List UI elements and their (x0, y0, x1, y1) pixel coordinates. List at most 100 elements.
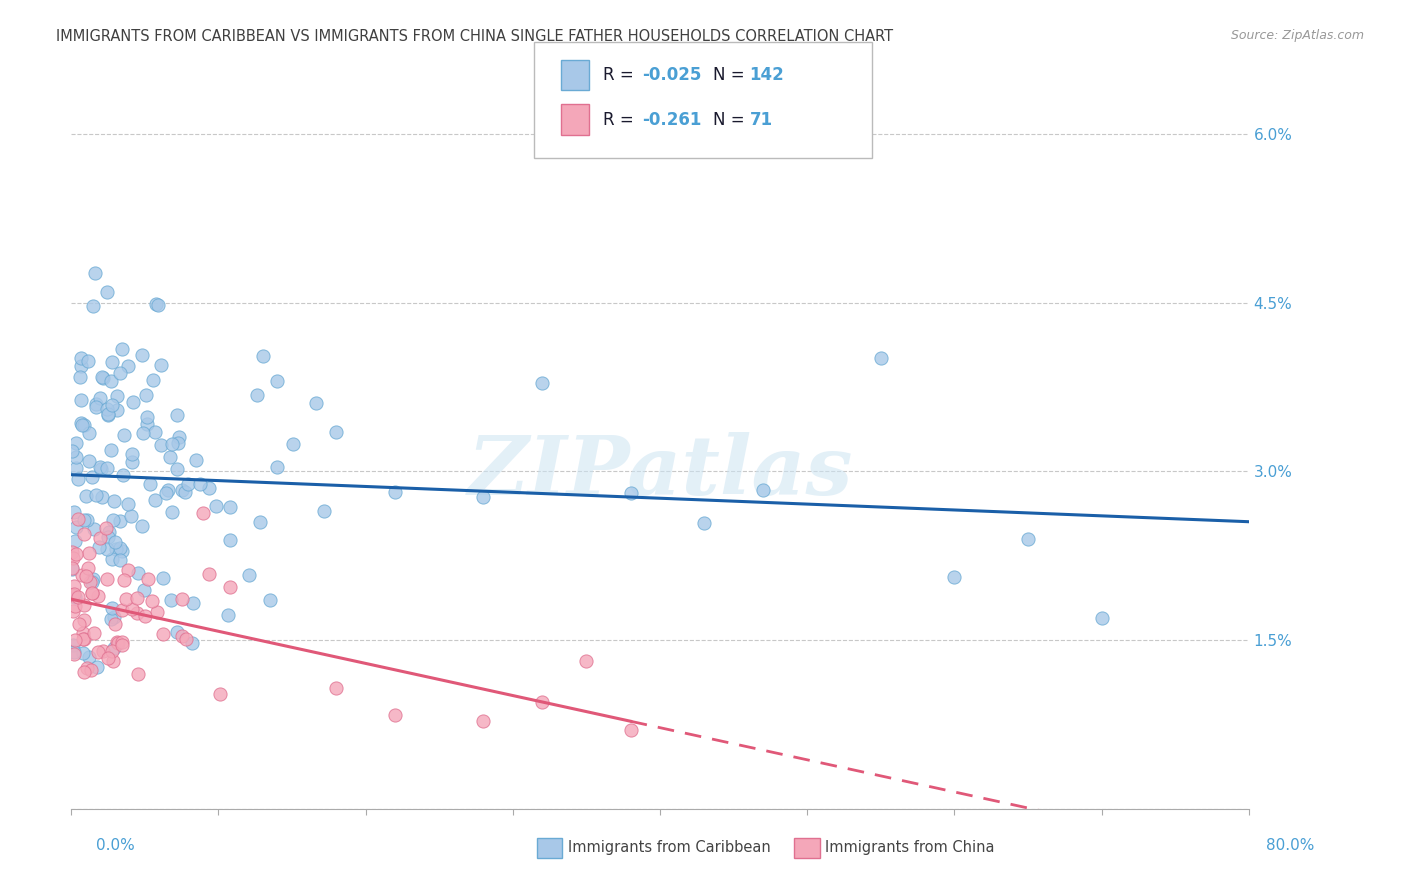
Point (305, 396, 328, 410)
Point (70, 359, 93, 374)
Text: N =: N = (713, 66, 749, 84)
Point (104, 617, 127, 632)
Point (115, 592, 138, 607)
Point (159, 450, 181, 465)
Point (73, 417, 96, 432)
Point (160, 505, 183, 519)
Point (65, 547, 87, 561)
Point (160, 437, 183, 451)
Point (134, 582, 156, 597)
Point (127, 667, 149, 681)
Point (111, 342, 134, 356)
Point (77, 545, 100, 559)
Point (72, 646, 94, 660)
Point (166, 625, 188, 640)
Point (105, 402, 128, 417)
Point (325, 425, 347, 439)
Point (101, 654, 124, 668)
Text: R =: R = (603, 66, 640, 84)
Point (191, 506, 214, 520)
Point (87, 541, 110, 555)
Point (120, 509, 142, 524)
Point (77, 454, 100, 468)
Point (143, 492, 166, 507)
Point (177, 476, 200, 491)
Point (111, 634, 134, 648)
Point (174, 485, 197, 500)
Point (869, 351, 891, 365)
Point (70, 417, 93, 432)
Point (117, 497, 139, 511)
Point (139, 476, 162, 491)
Point (121, 455, 143, 469)
Point (89, 459, 111, 474)
Point (111, 468, 134, 483)
Point (62, 604, 84, 618)
Point (82, 299, 104, 313)
Point (60, 560, 83, 574)
Point (98, 525, 121, 540)
Point (97, 407, 120, 421)
Text: -0.025: -0.025 (643, 66, 702, 84)
Point (90, 462, 112, 476)
Point (146, 605, 169, 619)
Point (167, 430, 190, 444)
Point (180, 636, 202, 650)
Text: N =: N = (713, 111, 749, 128)
Point (60, 588, 83, 602)
Point (252, 349, 274, 363)
Point (63, 579, 86, 593)
Point (65, 435, 87, 450)
Text: ZIPatlas: ZIPatlas (467, 433, 853, 513)
Point (66, 472, 89, 486)
Point (112, 428, 135, 442)
Point (69, 370, 91, 384)
Point (110, 603, 132, 617)
Point (181, 595, 204, 609)
Point (63, 599, 86, 613)
Point (63, 590, 86, 604)
Point (152, 627, 174, 641)
Point (87, 645, 110, 659)
Point (146, 297, 169, 311)
Point (76, 513, 98, 527)
Point (69, 393, 91, 408)
Point (72, 526, 94, 541)
Text: Immigrants from China: Immigrants from China (825, 840, 995, 855)
Point (96, 521, 118, 535)
Point (131, 425, 153, 440)
Point (73, 665, 96, 679)
Point (472, 714, 495, 729)
Point (60, 562, 83, 576)
Point (620, 486, 643, 500)
Point (65, 460, 87, 475)
Point (160, 592, 183, 607)
Point (104, 535, 127, 549)
Text: Immigrants from Caribbean: Immigrants from Caribbean (568, 840, 770, 855)
Text: 142: 142 (749, 66, 785, 84)
Point (166, 462, 188, 476)
Point (1017, 532, 1039, 546)
Point (60, 444, 83, 458)
Point (69, 416, 91, 430)
Point (219, 533, 242, 547)
Point (96, 285, 118, 300)
Point (69, 351, 91, 365)
Point (100, 443, 122, 458)
Point (86, 659, 108, 673)
Point (63, 648, 86, 662)
Point (136, 410, 159, 425)
Point (752, 483, 775, 497)
Point (145, 297, 167, 311)
Point (63, 632, 86, 647)
Point (70, 567, 93, 582)
Point (170, 628, 193, 642)
Point (125, 591, 148, 606)
Point (84, 266, 107, 280)
Point (96, 461, 118, 475)
Point (266, 374, 288, 388)
Point (101, 644, 124, 658)
Point (141, 594, 163, 608)
Point (472, 491, 495, 505)
Point (167, 435, 190, 450)
